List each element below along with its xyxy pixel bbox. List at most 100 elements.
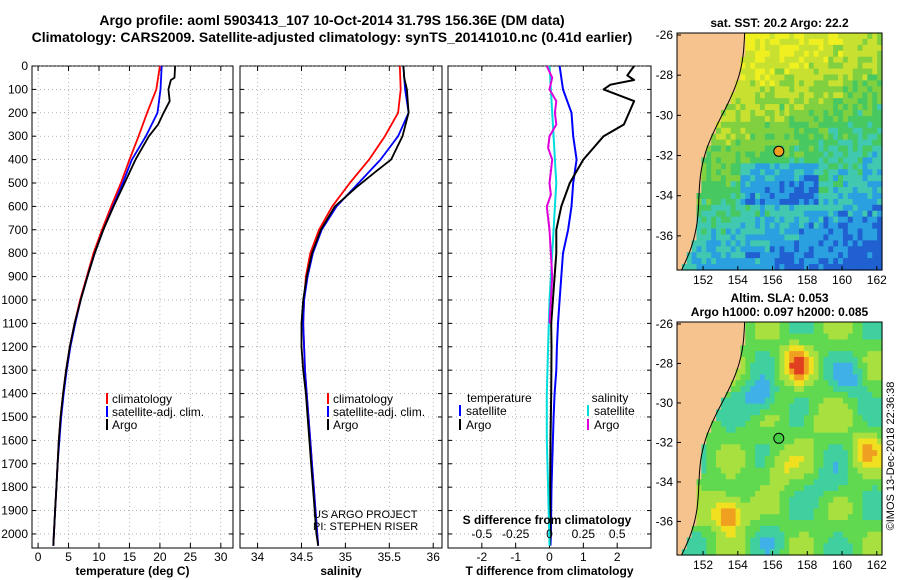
map-cell: [818, 514, 825, 521]
map-cell: [730, 139, 737, 147]
map-cell: [784, 145, 790, 153]
map-cell: [794, 187, 800, 194]
map-cell: [740, 181, 746, 188]
map-cell: [784, 345, 790, 352]
map-cell: [823, 450, 829, 457]
map-cell: [706, 80, 712, 87]
map-cell: [764, 110, 771, 117]
map-cell: [716, 339, 722, 346]
map-cell: [794, 44, 800, 52]
map-cell: [784, 421, 790, 428]
map-cell: [847, 432, 854, 440]
map-cell: [828, 351, 834, 358]
map-cell: [784, 409, 790, 416]
map-cell: [711, 151, 717, 159]
map-cell: [759, 455, 766, 463]
map-cell: [877, 222, 883, 230]
map-cell: [857, 50, 864, 58]
map-cell: [745, 98, 751, 105]
x-tick-label: 5: [65, 550, 72, 564]
map-cell: [740, 33, 746, 40]
map-cell: [847, 115, 854, 123]
map-cell: [867, 345, 873, 352]
map-cell: [857, 133, 864, 141]
map-cell: [842, 520, 849, 527]
map-cell: [740, 86, 746, 93]
map-cell: [750, 181, 756, 188]
map-cell: [686, 537, 693, 544]
map-cell: [857, 210, 864, 218]
map-cell: [720, 80, 727, 87]
map-cell: [691, 351, 698, 358]
map-cell: [696, 356, 702, 364]
map-cell: [730, 62, 737, 70]
map-cell: [877, 368, 883, 376]
map-cell: [730, 356, 737, 364]
map-cell: [701, 74, 707, 81]
map-cell: [686, 216, 693, 224]
map-cell: [769, 50, 776, 58]
map-cell: [677, 543, 683, 550]
map-cell: [769, 397, 776, 405]
map-cell: [862, 356, 868, 364]
map-cell: [842, 339, 849, 346]
map-cell: [833, 68, 839, 76]
map-cell: [842, 549, 849, 556]
map-cell: [808, 187, 815, 194]
map-cell: [740, 204, 746, 212]
map-cell: [852, 74, 859, 81]
map-cell: [867, 92, 873, 99]
map-cell: [784, 175, 790, 182]
map-cell: [862, 110, 868, 117]
map-cell: [847, 50, 854, 58]
map-cell: [828, 92, 834, 99]
map-cell: [857, 110, 864, 117]
map-cell: [847, 44, 854, 52]
map-cell: [686, 461, 693, 469]
map-cell: [828, 502, 834, 509]
map-cell: [867, 252, 873, 259]
map-cell: [706, 362, 712, 370]
map-cell: [701, 234, 707, 241]
map-cell: [862, 163, 868, 170]
map-cell: [784, 322, 790, 329]
map-cell: [696, 386, 702, 393]
map-cell: [877, 181, 883, 188]
map-cell: [716, 56, 722, 64]
map-cell: [759, 181, 766, 188]
map-cell: [686, 415, 693, 422]
map-cell: [867, 264, 873, 271]
map-cell: [872, 490, 878, 498]
map-cell: [774, 362, 781, 370]
map-cell: [740, 175, 746, 182]
map-cell: [808, 421, 815, 428]
map-cell: [711, 444, 717, 451]
map-cell: [677, 246, 683, 253]
map-cell: [862, 391, 868, 399]
map-cell: [711, 204, 717, 212]
map-cell: [696, 345, 702, 352]
map-cell: [681, 520, 688, 527]
map-cell: [706, 549, 712, 556]
map-cell: [764, 485, 771, 492]
map-cell: [774, 380, 781, 387]
map-cell: [833, 525, 839, 533]
map-cell: [872, 92, 878, 99]
map-cell: [784, 98, 790, 105]
map-cell: [769, 479, 776, 486]
map-cell: [759, 333, 766, 341]
map-cell: [716, 210, 722, 218]
map-cell: [808, 444, 815, 451]
map-cell: [769, 525, 776, 533]
map-cell: [872, 50, 878, 58]
map-cell: [764, 74, 771, 81]
map-cell: [755, 391, 761, 399]
map-cell: [769, 33, 776, 40]
map-cell: [691, 421, 698, 428]
map-cell: [852, 514, 859, 521]
map-cell: [755, 549, 761, 556]
map-cell: [686, 68, 693, 76]
map-cell: [842, 145, 849, 153]
map-cell: [794, 169, 800, 176]
map-cell: [779, 252, 785, 259]
